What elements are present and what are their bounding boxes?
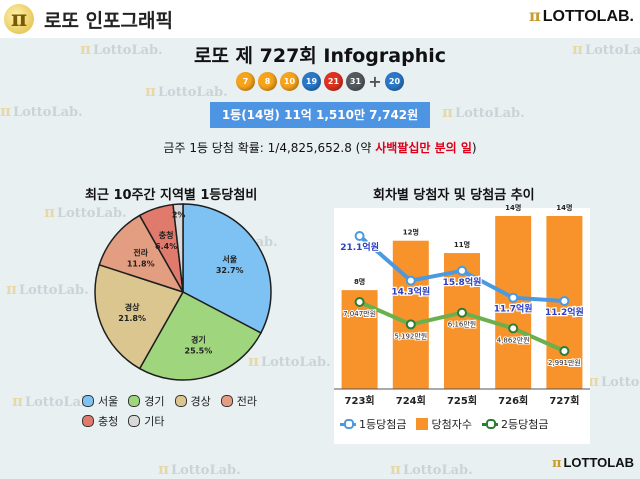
x-tick-label: 726회	[498, 394, 528, 407]
legend-bar-swatch	[416, 418, 429, 430]
series-point-second-prize	[405, 319, 416, 330]
pie-slice-name: 전라	[133, 247, 148, 257]
pie-slice-name: 충청	[159, 230, 174, 240]
first-prize-label: 11.7억원	[494, 303, 533, 315]
series-point-second-prize	[354, 297, 365, 307]
pie-legend-item: 기타	[128, 413, 165, 429]
combo-legend-item: 당첨자수	[416, 416, 472, 432]
legend-label: 경상	[190, 395, 211, 408]
legend-swatch	[128, 395, 141, 407]
bar-winners	[392, 240, 429, 389]
series-point-first-prize	[559, 296, 570, 306]
series-point-second-prize	[508, 323, 519, 334]
prize-banner: 1등(14명) 11억 1,510만 7,742원	[210, 102, 430, 128]
legend-label: 경기	[144, 395, 165, 408]
legend-swatch	[220, 395, 233, 407]
pie-legend-item: 경기	[128, 393, 165, 409]
pie-slice-value: 21.8%	[118, 314, 146, 323]
legend-label: 당첨자수	[431, 418, 472, 431]
series-point-first-prize	[508, 292, 519, 303]
legend-line-swatch	[340, 419, 356, 429]
combo-legend-item: 1등당첨금	[340, 416, 406, 432]
bar-value-label: 11명	[454, 240, 470, 249]
pie-slice-value: 32.7%	[216, 266, 244, 275]
bar-value-label: 8명	[354, 277, 365, 286]
pie-chart-title: 최근 10주간 지역별 1등당첨비	[85, 188, 258, 203]
first-prize-label: 21.1억원	[340, 241, 379, 253]
legend-label: 기타	[144, 415, 165, 428]
second-prize-label: 6,16만원	[448, 320, 476, 329]
series-point-second-prize	[559, 346, 570, 356]
legend-label: 전라	[236, 395, 257, 408]
legend-swatch	[82, 395, 94, 407]
legend-label: 충청	[98, 415, 119, 428]
pie-legend-item: 서울	[82, 393, 118, 409]
lotto-ball: 19	[302, 72, 321, 91]
combo-legend-item: 2등당첨금	[481, 416, 549, 432]
combo-legend: 1등당첨금 당첨자수 2등당첨금	[340, 416, 548, 432]
lotto-ball: 21	[324, 72, 343, 91]
odds-highlight: 사백팔십만 분의 일	[375, 141, 472, 155]
series-point-first-prize	[405, 275, 416, 286]
series-point-first-prize	[457, 265, 467, 276]
header-bar	[0, 0, 640, 38]
pie-legend-item: 전라	[220, 393, 257, 409]
pie-slice-name: 경기	[191, 334, 206, 344]
second-prize-label: 7,047만원	[343, 309, 376, 318]
plus-icon: +	[368, 72, 382, 91]
pie-legend-item: 경상	[174, 393, 211, 409]
brand-logo-bottom: π LOTTOLAB	[551, 455, 634, 471]
x-tick-label: 724회	[396, 394, 426, 407]
x-tick-label: 725회	[447, 394, 477, 407]
x-tick-label: 727회	[549, 394, 579, 407]
second-prize-label: 2,991만원	[548, 358, 581, 367]
pie-slice-value: 11.8%	[127, 259, 155, 268]
pie-legend-row: 서울 경기 경상 전라	[82, 393, 292, 409]
series-point-first-prize	[354, 231, 365, 241]
legend-line-swatch	[481, 419, 498, 429]
lotto-ball: 7	[236, 72, 255, 91]
lotto-ball: 8	[258, 72, 277, 91]
pie-slice-1	[138, 290, 262, 381]
bar-value-label: 14명	[556, 203, 572, 212]
first-prize-label: 11.2억원	[545, 306, 584, 318]
odds-line: 금주 1등 당첨 확률: 1/4,825,652.8 (약 사백팔십만 분의 일…	[163, 141, 477, 155]
pi-logo-icon: π	[4, 4, 34, 34]
second-prize-label: 4,862만원	[497, 335, 530, 344]
legend-swatch	[82, 415, 94, 427]
pie-legend-item: 충청	[82, 413, 118, 429]
legend-swatch	[128, 415, 141, 427]
pie-slice-0	[182, 203, 272, 334]
bar-value-label: 14명	[505, 203, 521, 212]
bar-value-label: 12명	[403, 228, 419, 237]
app-title: 로또 인포그래픽	[44, 10, 173, 32]
winning-numbers: 7 8 10 19 21 31 +20	[0, 72, 640, 91]
pie-slice-value: 6.4%	[155, 242, 177, 251]
pie-slice-name: 서울	[222, 254, 237, 264]
lotto-ball: 10	[280, 72, 299, 91]
lotto-ball: 31	[346, 72, 365, 91]
legend-label: 1등당첨금	[359, 418, 407, 431]
series-point-second-prize	[457, 307, 467, 318]
brand-logo: π LOTTOLAB.	[529, 6, 634, 25]
page-title: 로또 제 727회 Infographic	[193, 45, 447, 67]
first-prize-label: 14.3억원	[391, 286, 430, 298]
pie-slice-2	[94, 263, 185, 370]
x-tick-label: 723회	[345, 394, 375, 407]
pie-slice-3	[98, 214, 185, 294]
legend-swatch	[174, 395, 187, 407]
second-prize-label: 5,192만원	[394, 331, 427, 340]
legend-label: 2등당첨금	[500, 418, 549, 431]
pie-legend-row: 충청 기타	[82, 413, 292, 429]
first-prize-label: 15.8억원	[443, 276, 482, 288]
pie-slice-5	[172, 203, 184, 293]
pie-slice-value: 25.5%	[185, 346, 213, 355]
pie-slice-value: 2%	[172, 211, 186, 220]
pie-slice-name: 경상	[125, 302, 140, 312]
legend-label: 서울	[98, 395, 119, 408]
combo-chart-title: 회차별 당첨자 및 당첨금 추이	[373, 188, 535, 203]
bonus-ball: 20	[385, 72, 404, 91]
